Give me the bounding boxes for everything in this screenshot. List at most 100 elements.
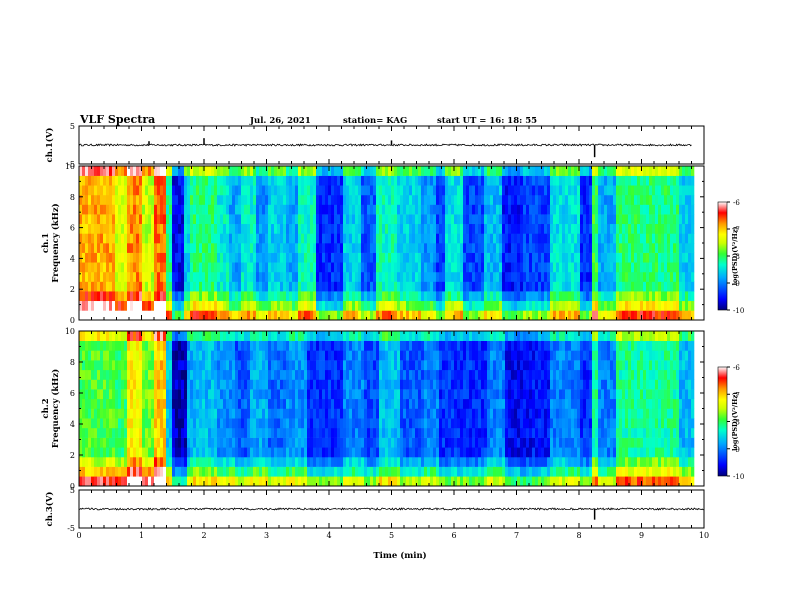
spectrogram-cell — [187, 427, 191, 438]
spectrogram-cell — [565, 262, 569, 273]
spectrogram-cell — [124, 456, 128, 467]
spectrogram-cell — [256, 291, 260, 302]
spectrogram-cell — [160, 360, 164, 371]
spectrogram-cell — [481, 300, 485, 311]
spectrogram-cell — [406, 204, 410, 215]
spectrogram-cell — [232, 476, 236, 487]
spectrogram-cell — [655, 223, 659, 234]
spectrogram-cell — [205, 204, 209, 215]
spectrogram-cell — [238, 214, 242, 225]
spectrogram-cell — [145, 418, 149, 429]
spectrogram-cell — [142, 271, 146, 282]
spectrogram-cell — [295, 476, 299, 487]
spectrogram-cell — [175, 166, 179, 176]
spectrogram-cell — [346, 291, 350, 302]
spectrogram-cell — [634, 281, 638, 292]
spectrogram-cell — [379, 300, 383, 311]
spectrogram-cell — [316, 408, 320, 419]
spectrogram-cell — [127, 233, 131, 244]
spectrogram-cell — [415, 233, 419, 244]
spectrogram-cell — [283, 447, 287, 458]
spectrogram-cell — [355, 300, 359, 311]
spectrogram-cell — [556, 175, 560, 186]
spectrogram-cell — [607, 233, 611, 244]
spectrogram-cell — [382, 233, 386, 244]
spectrogram-cell — [433, 214, 437, 225]
spectrogram-cell — [235, 243, 239, 253]
spectrogram-cell — [370, 214, 374, 225]
spectrogram-cell — [670, 310, 674, 321]
spectrogram-cell — [454, 233, 458, 244]
spectrogram-cell — [403, 214, 407, 225]
spectrogram-cell — [574, 194, 578, 205]
spectrogram-cell — [343, 418, 347, 429]
spectrogram-cell — [277, 408, 281, 419]
spectrogram-cell — [253, 398, 257, 409]
spectrogram-cell — [337, 369, 341, 380]
spectrogram-cell — [100, 166, 104, 176]
spectrogram-cell — [571, 166, 575, 176]
spectrogram-cell — [640, 300, 644, 311]
spectrogram-cell — [502, 194, 506, 205]
spectrogram-cell — [247, 214, 251, 225]
spectrogram-cell — [163, 175, 167, 186]
spectrogram-cell — [487, 310, 491, 321]
spectrogram-cell — [358, 271, 362, 282]
spectrogram-cell — [100, 281, 104, 292]
spectrogram-cell — [82, 476, 86, 487]
spectrogram-cell — [505, 310, 509, 321]
spectrogram-cell — [493, 223, 497, 234]
spectrogram-cell — [424, 300, 428, 311]
spectrogram-cell — [127, 300, 131, 311]
spectrogram-cell — [367, 262, 371, 273]
spectrogram-cell — [199, 408, 203, 419]
spectrogram-cell — [259, 310, 263, 321]
spectrogram-cell — [334, 369, 338, 380]
spectrogram-cell — [625, 194, 629, 205]
spectrogram-cell — [544, 252, 548, 263]
spectrogram-cell — [289, 204, 293, 215]
spectrogram-cell — [436, 262, 440, 273]
spectrogram-cell — [358, 185, 362, 196]
spectrogram-cell — [562, 194, 566, 205]
spectrogram-cell — [547, 252, 551, 263]
spectrogram-cell — [622, 214, 626, 225]
spectrogram-cell — [343, 360, 347, 371]
spectrogram-cell — [337, 300, 341, 311]
spectrogram-cell — [673, 262, 677, 273]
spectrogram-cell — [538, 281, 542, 292]
spectrogram-cell — [163, 427, 167, 438]
spectrogram-cell — [157, 389, 161, 400]
spectrogram-cell — [154, 331, 158, 341]
spectrogram-cell — [355, 223, 359, 234]
spectrogram-cell — [652, 204, 656, 215]
spectrogram-cell — [235, 166, 239, 176]
spectrogram-cell — [535, 185, 539, 196]
spectrogram-cell — [394, 175, 398, 186]
spectrogram-cell — [529, 281, 533, 292]
spectrogram-cell — [229, 389, 233, 400]
spectrogram-cell — [91, 437, 95, 448]
spectrogram-cell — [454, 185, 458, 196]
spectrogram-cell — [343, 379, 347, 390]
spectrogram-cell — [103, 437, 107, 448]
spectrogram-cell — [487, 243, 491, 253]
spectrogram-cell — [262, 185, 266, 196]
spectrogram-cell — [469, 252, 473, 263]
spectrogram-cell — [430, 223, 434, 234]
spectrogram-cell — [337, 447, 341, 458]
spectrogram-cell — [589, 194, 593, 205]
spectrogram-cell — [616, 281, 620, 292]
spectrogram-cell — [310, 379, 314, 390]
spectrogram-cell — [460, 243, 464, 253]
spectrogram-cell — [445, 233, 449, 244]
spectrogram-cell — [214, 194, 218, 205]
spectrogram-cell — [688, 310, 692, 321]
spectrogram-cell — [328, 214, 332, 225]
spectrogram-cell — [685, 291, 689, 302]
spectrogram-cell — [376, 214, 380, 225]
spectrogram-cell — [175, 252, 179, 263]
spectrogram-cell — [127, 389, 131, 400]
spectrogram-cell — [349, 476, 353, 487]
spectrogram-cell — [139, 360, 143, 371]
